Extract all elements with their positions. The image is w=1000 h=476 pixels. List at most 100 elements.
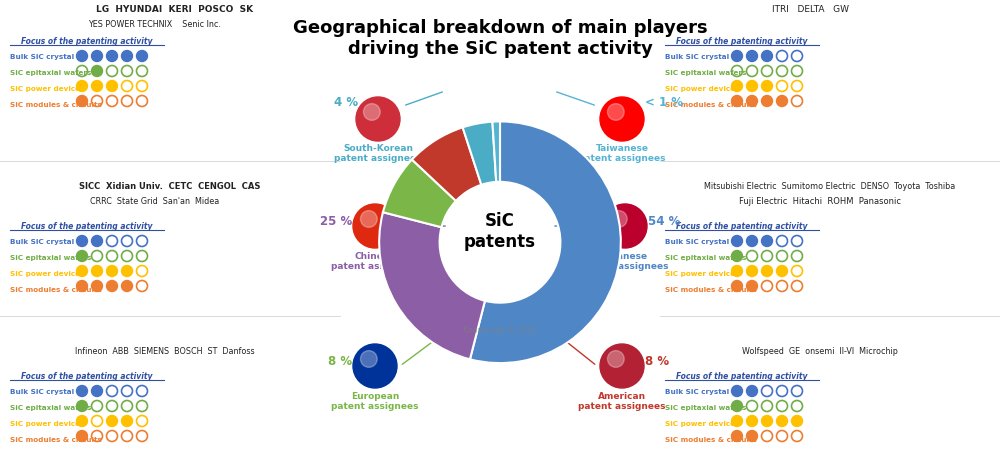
Circle shape (732, 251, 742, 262)
Circle shape (746, 266, 758, 277)
Circle shape (732, 236, 742, 247)
Circle shape (607, 351, 624, 367)
Text: SiC modules & circuits: SiC modules & circuits (10, 287, 102, 292)
Circle shape (76, 81, 88, 92)
Text: Focus of the patenting activity: Focus of the patenting activity (676, 221, 808, 230)
Circle shape (746, 96, 758, 107)
Circle shape (732, 51, 742, 62)
Circle shape (122, 416, 132, 426)
Text: SiC power devices: SiC power devices (665, 86, 739, 92)
Circle shape (76, 51, 88, 62)
Circle shape (746, 416, 758, 426)
Circle shape (732, 401, 742, 412)
Circle shape (353, 344, 397, 388)
Text: SiC modules & circuits: SiC modules & circuits (10, 102, 102, 108)
Circle shape (92, 236, 103, 247)
Circle shape (746, 386, 758, 397)
Text: SiC modules & circuits: SiC modules & circuits (665, 287, 757, 292)
Wedge shape (463, 122, 496, 186)
Text: SiC modules & circuits: SiC modules & circuits (665, 436, 757, 442)
Text: Bulk SiC crystal: Bulk SiC crystal (665, 388, 729, 394)
Circle shape (762, 416, 772, 426)
Wedge shape (383, 160, 456, 228)
Circle shape (732, 431, 742, 442)
Text: Focus of the patenting activity: Focus of the patenting activity (21, 37, 153, 46)
Circle shape (92, 266, 103, 277)
Circle shape (76, 401, 88, 412)
Text: SiC power devices: SiC power devices (10, 420, 84, 426)
Text: 25 %: 25 % (320, 215, 352, 228)
Text: SiC power devices: SiC power devices (10, 86, 84, 92)
Circle shape (92, 51, 103, 62)
Circle shape (600, 98, 644, 142)
Circle shape (762, 51, 772, 62)
Text: SiC epitaxial wafers: SiC epitaxial wafers (10, 404, 91, 410)
Text: CRRC  State Grid  San'an  Midea: CRRC State Grid San'an Midea (90, 197, 220, 206)
Text: Bulk SiC crystal: Bulk SiC crystal (10, 388, 74, 394)
Text: SiC epitaxial wafers: SiC epitaxial wafers (665, 404, 746, 410)
Circle shape (732, 266, 742, 277)
Circle shape (92, 386, 103, 397)
Circle shape (732, 416, 742, 426)
Text: LG  HYUNDAI  KERI  POSCO  SK: LG HYUNDAI KERI POSCO SK (96, 5, 254, 14)
Circle shape (600, 344, 644, 388)
Wedge shape (492, 122, 500, 183)
Text: Infineon  ABB  SIEMENS  BOSCH  ST  Danfoss: Infineon ABB SIEMENS BOSCH ST Danfoss (75, 346, 255, 355)
Text: SiC
patents: SiC patents (464, 211, 536, 250)
Text: YES POWER TECHNIX    Senic Inc.: YES POWER TECHNIX Senic Inc. (89, 20, 221, 29)
Circle shape (76, 386, 88, 397)
Circle shape (76, 236, 88, 247)
Circle shape (732, 386, 742, 397)
Circle shape (732, 81, 742, 92)
Text: Japanese
patent assignees: Japanese patent assignees (581, 251, 669, 271)
Circle shape (603, 205, 647, 248)
Circle shape (353, 205, 397, 248)
Circle shape (776, 96, 788, 107)
Text: SiC modules & circuits: SiC modules & circuits (665, 102, 757, 108)
Text: European
patent assignees: European patent assignees (331, 391, 419, 410)
Circle shape (122, 51, 132, 62)
Text: Focus of the patenting activity: Focus of the patenting activity (21, 371, 153, 380)
Wedge shape (412, 128, 481, 201)
Text: 4 %: 4 % (334, 95, 358, 108)
Wedge shape (470, 122, 621, 363)
Circle shape (746, 51, 758, 62)
Text: Wolfspeed  GE  onsemi  II-VI  Microchip: Wolfspeed GE onsemi II-VI Microchip (742, 346, 898, 355)
Circle shape (92, 66, 103, 77)
Text: Bulk SiC crystal: Bulk SiC crystal (10, 238, 74, 245)
Circle shape (356, 98, 400, 142)
Text: Focus of the patenting activity: Focus of the patenting activity (21, 221, 153, 230)
Text: Focus of the patenting activity: Focus of the patenting activity (676, 37, 808, 46)
Text: SiC modules & circuits: SiC modules & circuits (10, 436, 102, 442)
Text: 8 %: 8 % (645, 355, 669, 368)
Text: Geographical breakdown of main players
driving the SiC patent activity: Geographical breakdown of main players d… (293, 19, 707, 58)
Text: Bulk SiC crystal: Bulk SiC crystal (10, 54, 74, 60)
Circle shape (746, 281, 758, 292)
Circle shape (762, 236, 772, 247)
Text: Fuji Electric  Hitachi  ROHM  Panasonic: Fuji Electric Hitachi ROHM Panasonic (739, 197, 901, 206)
Circle shape (746, 431, 758, 442)
Wedge shape (379, 213, 485, 359)
Circle shape (732, 281, 742, 292)
Text: Chinese
patent assignees: Chinese patent assignees (331, 251, 419, 271)
Circle shape (363, 104, 380, 121)
Circle shape (607, 104, 624, 121)
Circle shape (732, 96, 742, 107)
Circle shape (360, 211, 377, 228)
Text: SiC epitaxial wafers: SiC epitaxial wafers (665, 255, 746, 260)
Circle shape (776, 266, 788, 277)
Circle shape (360, 351, 377, 367)
Circle shape (610, 211, 627, 228)
Circle shape (106, 51, 118, 62)
Circle shape (792, 416, 802, 426)
Text: SiC epitaxial wafers: SiC epitaxial wafers (665, 70, 746, 76)
Circle shape (76, 281, 88, 292)
Circle shape (76, 266, 88, 277)
Text: Bulk SiC crystal: Bulk SiC crystal (665, 238, 729, 245)
Text: ITRI   DELTA   GW: ITRI DELTA GW (772, 5, 848, 14)
Circle shape (746, 81, 758, 92)
Text: South-Korean
patent assignees: South-Korean patent assignees (334, 144, 422, 163)
Circle shape (92, 281, 103, 292)
Text: 8 %: 8 % (328, 355, 352, 368)
Circle shape (106, 416, 118, 426)
